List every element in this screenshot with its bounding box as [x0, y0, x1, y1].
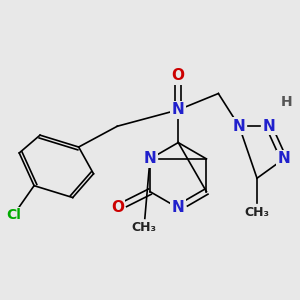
Text: CH₃: CH₃ [244, 206, 269, 219]
Text: N: N [172, 200, 184, 215]
Text: Cl: Cl [6, 208, 21, 222]
Text: O: O [111, 200, 124, 215]
Text: O: O [172, 68, 185, 83]
Text: H: H [281, 95, 292, 110]
Text: N: N [278, 152, 290, 166]
Text: N: N [144, 152, 156, 166]
Text: N: N [233, 119, 245, 134]
Text: N: N [262, 119, 275, 134]
Text: CH₃: CH₃ [132, 221, 157, 234]
Text: N: N [172, 102, 184, 117]
